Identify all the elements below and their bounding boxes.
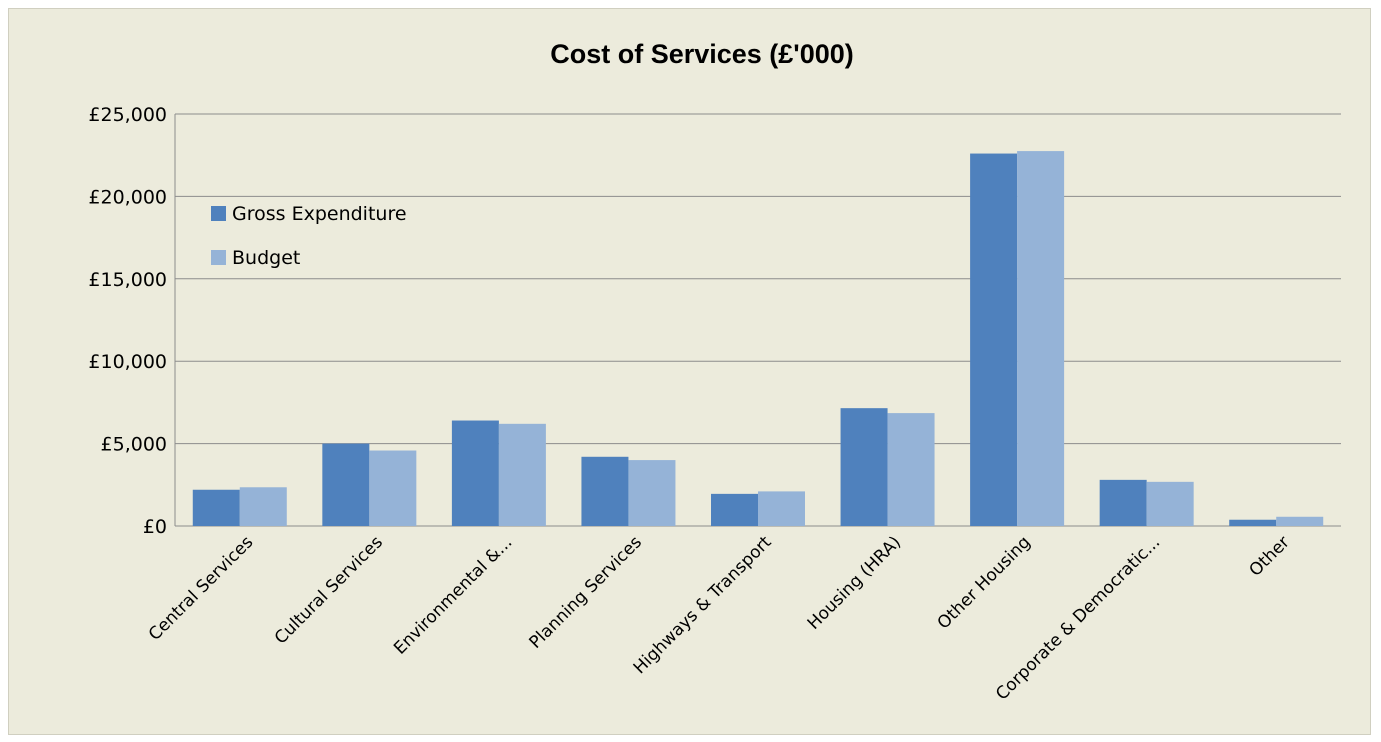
y-tick-label: £10,000 — [88, 351, 167, 373]
legend: Gross Expenditure Budget — [211, 203, 407, 269]
x-tick-label: Housing (HRA) — [804, 532, 905, 633]
bar-budget — [498, 423, 546, 526]
bar-chart: Cost of Services (£'000) £0 £5,000 £10,000… — [88, 39, 1341, 704]
bar-gross-expenditure — [970, 153, 1018, 526]
legend-swatch — [211, 206, 226, 221]
bar-budget — [758, 491, 805, 526]
x-axis-labels: Central Services Cultural Services Environ… — [145, 532, 1294, 704]
bar-budget — [887, 413, 935, 526]
bar-budget — [628, 460, 676, 526]
bar-budget — [1276, 516, 1324, 526]
x-tick-label: Other — [1245, 532, 1293, 580]
x-tick-label: Cultural Services — [271, 532, 387, 648]
y-tick-label: £25,000 — [88, 104, 167, 126]
legend-label: Gross Expenditure — [232, 203, 407, 225]
x-tick-label: Other Housing — [934, 532, 1035, 633]
bar-budget — [1017, 151, 1065, 526]
bar-gross-expenditure — [1099, 479, 1147, 526]
bar-budget — [1146, 481, 1194, 526]
y-tick-label: £20,000 — [88, 186, 167, 208]
chart-title: Cost of Services (£'000) — [550, 39, 854, 69]
x-tick-label: Central Services — [145, 532, 258, 645]
bar-gross-expenditure — [1229, 519, 1277, 526]
x-tick-label: Highways & Transport — [630, 532, 776, 678]
bar-gross-expenditure — [840, 408, 888, 526]
bar-gross-expenditure — [192, 489, 240, 526]
bar-gross-expenditure — [322, 443, 370, 526]
bar-series — [192, 151, 1324, 526]
bar-gross-expenditure — [711, 493, 758, 526]
bar-budget — [239, 487, 287, 526]
x-tick-label: Planning Services — [526, 532, 647, 653]
bar-budget — [369, 450, 417, 526]
bar-gross-expenditure — [451, 420, 499, 526]
legend-swatch — [211, 250, 226, 265]
y-axis-ticks: £0 £5,000 £10,000 £15,000 £20,000 £25,000 — [88, 104, 167, 538]
y-tick-label: £15,000 — [88, 269, 167, 291]
y-tick-label: £0 — [143, 516, 167, 538]
bar-gross-expenditure — [581, 456, 629, 526]
chart-area: Cost of Services (£'000) £0 £5,000 £10,000… — [8, 8, 1371, 735]
legend-label: Budget — [232, 247, 300, 269]
x-tick-label: Environmental &... — [390, 532, 516, 658]
y-tick-label: £5,000 — [101, 434, 167, 456]
